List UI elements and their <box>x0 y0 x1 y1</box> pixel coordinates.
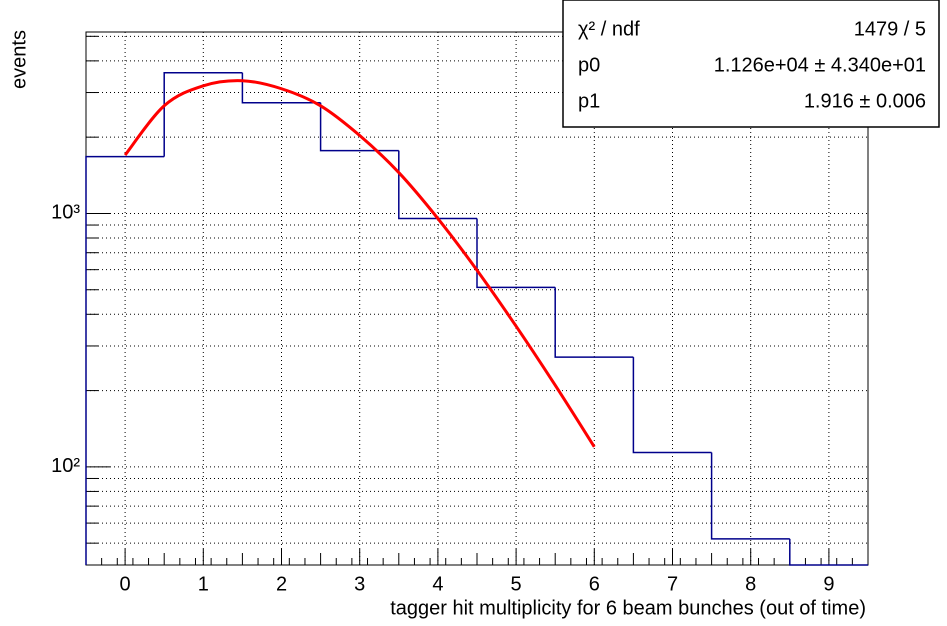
x-tick-label: 0 <box>120 573 131 595</box>
x-tick-label: 5 <box>511 573 522 595</box>
histogram-bin <box>241 72 321 104</box>
stats-box <box>562 0 940 128</box>
stats-value: 1.126e+04 ± 4.340e+01 <box>714 54 926 76</box>
x-tick-label: 2 <box>276 573 287 595</box>
stats-value: 1.916 ± 0.006 <box>804 90 926 112</box>
y-axis-label: events <box>8 30 30 89</box>
histogram-bin <box>789 538 868 566</box>
y-tick-label: 10² <box>51 455 80 477</box>
fit-curve <box>123 79 596 448</box>
x-tick-label: 6 <box>589 573 600 595</box>
histogram-bin <box>85 155 165 565</box>
x-tick-label: 7 <box>667 573 678 595</box>
histogram-bin <box>163 72 243 157</box>
x-tick-label: 8 <box>745 573 756 595</box>
x-axis-label: tagger hit multiplicity for 6 beam bunch… <box>390 597 866 619</box>
histogram-bin <box>632 357 712 454</box>
histogram-bin <box>476 218 556 289</box>
histogram-bin <box>710 452 790 540</box>
y-tick-label: 10³ <box>51 202 80 224</box>
stats-value: 1479 / 5 <box>854 18 926 40</box>
x-tick-label: 3 <box>354 573 365 595</box>
stats-name: χ² / ndf <box>578 18 640 40</box>
x-tick-label: 1 <box>198 573 209 595</box>
stats-name: p1 <box>578 90 600 112</box>
histogram-bin <box>554 287 634 358</box>
stats-name: p0 <box>578 54 600 76</box>
x-tick-label: 9 <box>823 573 834 595</box>
x-tick-label: 4 <box>432 573 443 595</box>
histogram-bin <box>319 102 399 152</box>
